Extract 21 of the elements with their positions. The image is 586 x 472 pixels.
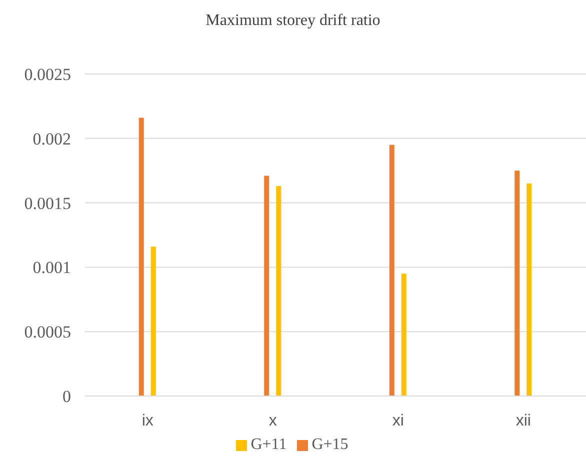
x-tick-label: x: [268, 412, 277, 430]
y-tick-label: 0.0015: [24, 194, 71, 213]
y-tick-label: 0.0025: [24, 65, 71, 84]
chart-title: Maximum storey drift ratio: [204, 12, 382, 30]
bar: [138, 118, 144, 396]
bar: [276, 186, 282, 396]
x-tick-label: ix: [142, 412, 154, 430]
bar: [401, 274, 406, 396]
bar: [150, 246, 156, 396]
x-tick-label: xi: [392, 412, 404, 430]
y-tick-label: 0: [62, 387, 71, 406]
legend-label: G+15: [312, 436, 348, 453]
bar: [526, 183, 532, 396]
x-tick-label: xii: [516, 412, 531, 430]
bar: [514, 170, 520, 396]
y-tick-label: 0.0005: [24, 322, 71, 342]
bar: [389, 144, 394, 396]
y-tick-label: 0.002: [32, 129, 71, 148]
bar: [264, 176, 270, 396]
legend-label: G+11: [250, 436, 287, 453]
y-tick-label: 0.001: [32, 258, 71, 278]
